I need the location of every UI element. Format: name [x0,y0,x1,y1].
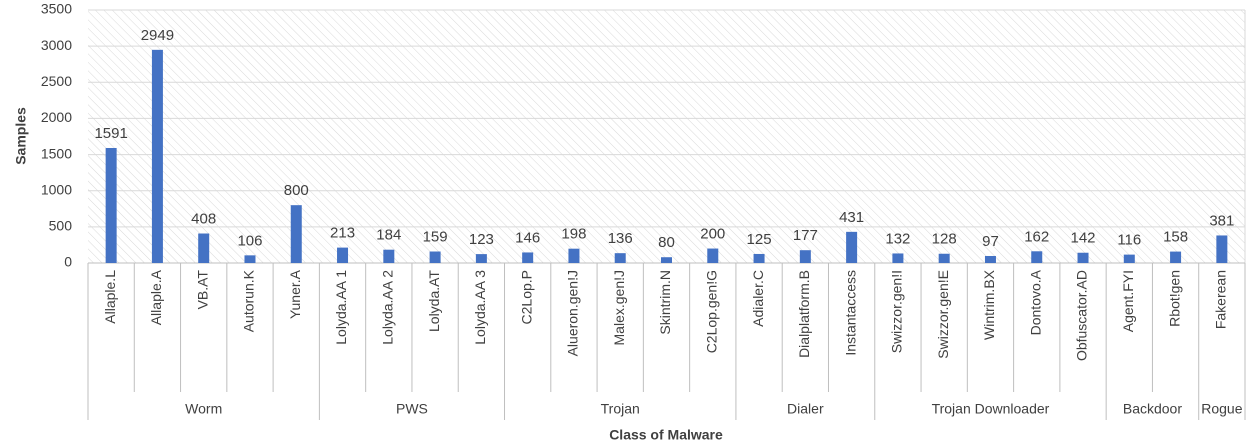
bar [244,255,256,263]
x-tick-label: Fakerean [1213,270,1229,329]
bar [1077,252,1089,263]
bar [661,257,672,263]
y-axis-title: Samples [13,107,29,165]
bar [1216,235,1228,263]
x-tick-label: Swizzor.gen!I [889,270,905,353]
value-label: 97 [982,233,999,250]
value-label: 136 [608,230,633,247]
value-label: 116 [1117,232,1141,249]
x-tick-label: Autorun.K [241,269,257,332]
bar [429,251,441,263]
y-tick-label: 3500 [41,1,72,17]
bar [198,233,210,263]
bar [938,253,950,263]
x-tick-label: Instantaccess [842,270,858,356]
value-label: 213 [330,225,355,242]
bar [753,253,765,263]
x-tick-label: VB.AT [194,270,210,310]
group-label: Worm [185,401,222,417]
bar [846,231,858,263]
bar [892,253,904,263]
group-label: Trojan [601,401,640,417]
bar [105,147,117,263]
x-tick-label: C2Lop.P [518,270,534,324]
y-tick-label: 3000 [41,37,72,53]
x-tick-label: Dontovo.A [1027,269,1043,335]
value-label: 408 [191,210,216,227]
x-tick-label: Allaple.L [102,270,118,324]
bar [799,250,811,263]
value-label: 142 [1071,230,1096,247]
bar [383,249,395,263]
x-tick-label: Malex.gen!J [611,270,627,345]
x-tick-label: Rbot!gen [1166,270,1182,327]
x-axis-title: Class of Malware [609,427,723,443]
bar [707,248,719,263]
x-tick-label: Skintrim.N [657,270,673,335]
x-tick-label: Lolyda.AA 1 [333,270,349,345]
bar [984,255,996,263]
x-tick-label: Lolyda.AA 2 [380,270,396,345]
x-tick-label: Adialer.C [750,270,766,327]
y-tick-label: 500 [49,218,73,234]
y-tick-label: 2000 [41,109,72,125]
value-label: 132 [885,230,910,247]
bar [337,247,349,263]
value-label: 431 [839,209,864,226]
x-tick-label: Swizzor.gen!E [935,270,951,359]
bar [522,252,534,263]
group-label: Dialer [787,401,824,417]
value-label: 106 [237,232,262,249]
bar [614,253,626,263]
x-tick-label: Alueron.gen!J [565,270,581,356]
value-label: 125 [747,231,772,248]
value-label: 184 [376,227,401,244]
bar [290,205,302,263]
y-tick-label: 1500 [41,145,72,161]
value-label: 80 [658,234,675,251]
value-label: 146 [515,229,540,246]
plot-area [88,10,1245,263]
x-tick-label: Lolyda.AA 3 [472,270,488,345]
x-tick-label: Allaple.A [148,269,164,325]
bar [475,254,487,263]
x-tick-label: Dialplatform.B [796,270,812,358]
x-tick-label: Yuner.A [287,269,303,319]
value-label: 177 [793,227,818,244]
x-tick-label: C2Lop.gen!G [703,270,719,353]
group-label: PWS [396,401,428,417]
value-label: 198 [561,226,586,243]
bar [568,248,580,263]
bar [151,49,163,263]
value-label: 1591 [94,125,127,142]
group-label: Rogue [1201,401,1242,417]
value-label: 2949 [141,27,174,44]
value-label: 159 [423,228,448,245]
bar [1123,254,1135,263]
value-label: 800 [284,182,309,199]
value-label: 381 [1209,212,1234,229]
y-tick-label: 0 [64,254,72,270]
x-tick-label: Wintrim.BX [981,269,997,340]
bar [1170,251,1182,263]
value-label: 123 [469,231,494,248]
x-tick-label: Agent.FYI [1120,270,1136,332]
y-tick-label: 2500 [41,73,72,89]
value-label: 200 [700,226,725,243]
bar [1031,251,1043,263]
x-tick-label: Obfuscator.AD [1074,270,1090,361]
group-label: Backdoor [1123,401,1182,417]
x-tick-label: Lolyda.AT [426,270,442,332]
value-label: 128 [932,231,957,248]
value-label: 158 [1163,229,1188,246]
y-tick-label: 1000 [41,181,72,197]
value-label: 162 [1024,228,1049,245]
group-label: Trojan Downloader [932,401,1050,417]
